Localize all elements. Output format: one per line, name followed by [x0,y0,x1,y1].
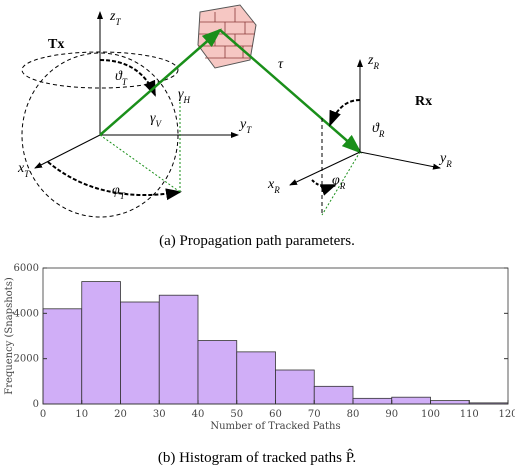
label: yR [438,151,452,169]
label: τ [278,57,284,72]
x-tick-label: 30 [153,409,166,420]
label: ϑT [115,69,128,87]
y-tick-label: 2000 [14,354,39,365]
y-tick-label: 6000 [14,263,39,274]
x-tick-label: 50 [230,409,243,420]
bar [314,386,353,404]
x-axis-label: Number of Tracked Paths [210,421,340,432]
label: φR [332,173,346,191]
tx-x-axis [35,135,100,168]
label: γV [150,111,163,129]
theta-t-arc [100,60,155,95]
page: Tx zT ϑT γH γV yT xT φT τ zR Rx ϑR yR xR… [0,0,515,472]
bar [43,309,82,404]
label: xT [17,161,30,179]
x-tick-label: 80 [347,409,360,420]
x-tick-label: 60 [269,409,282,420]
y-tick-label: 0 [33,399,39,410]
caption: (a) Propagation path parameters. [159,233,355,249]
label: zR [367,53,379,71]
x-tick-label: 70 [308,409,321,420]
x-tick-label: 100 [421,409,440,420]
x-tick-label: 10 [75,409,88,420]
y-tick-label: 4000 [14,308,39,319]
x-tick-label: 120 [498,409,515,420]
label: zT [109,9,121,27]
figure: Tx zT ϑT γH γV yT xT φT τ zR Rx ϑR yR xR… [0,0,515,472]
path-segment [220,30,360,152]
label: φT [112,183,126,201]
y-axis-label: Frequency (Snapshots) [4,277,15,395]
bar [392,397,431,404]
bar [159,295,198,404]
label: Rx [415,94,432,109]
caption: (b) Histogram of tracked paths P̂. [158,449,356,466]
rx-x-axis [290,152,360,185]
rx-y-axis [360,152,440,168]
label: Tx [48,37,64,52]
x-tick-label: 0 [40,409,46,420]
diagram [22,5,440,217]
bar [276,370,315,404]
bar [198,341,237,404]
bar [431,401,470,404]
bar [82,282,121,404]
x-tick-label: 40 [192,409,205,420]
x-tick-label: 110 [460,409,479,420]
bar [121,302,160,404]
label: xR [267,177,280,195]
label: ϑR [372,121,385,139]
x-tick-label: 90 [385,409,398,420]
histogram: 0 2000 4000 6000 0 10 20 30 40 50 60 70 80 90 100 110 12… [4,263,515,432]
label: yT [238,117,252,135]
theta-r-arc [330,100,360,125]
bar [353,398,392,404]
bar [237,352,276,404]
x-tick-label: 20 [114,409,127,420]
